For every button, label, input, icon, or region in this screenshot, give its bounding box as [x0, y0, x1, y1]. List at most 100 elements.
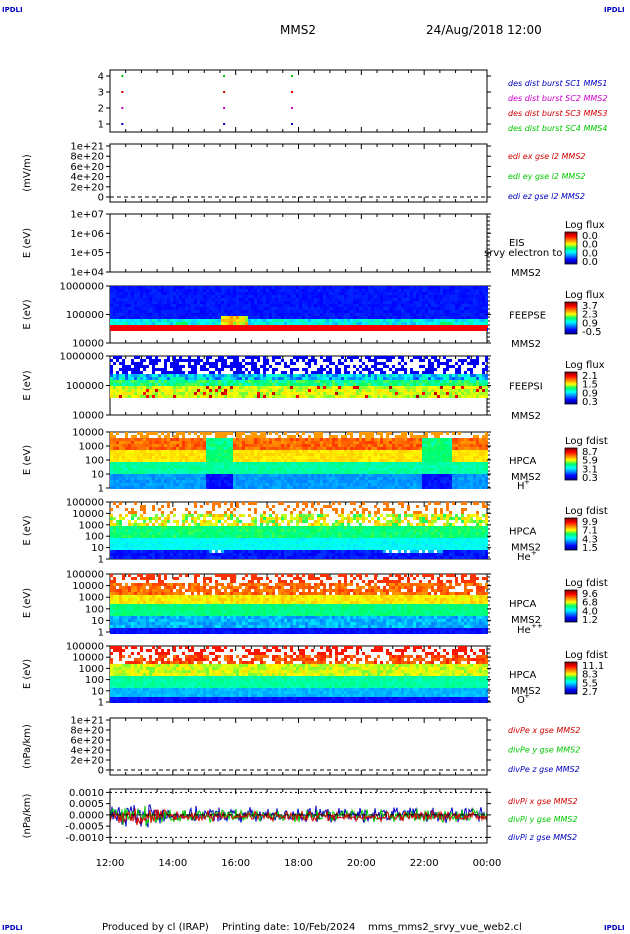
y-tick-label: 1 [98, 555, 104, 566]
heatmap-cells-7 [110, 574, 488, 634]
legend-entry: divPi z gse MMS2 [508, 833, 577, 842]
y-tick-label: 10000 [72, 428, 104, 439]
instrument-label: HPCA [509, 527, 537, 538]
y-tick-label: 10 [91, 470, 104, 481]
spacecraft-label: MMS2 [511, 339, 541, 350]
species-charge: ++ [531, 622, 543, 630]
date-title: 24/Aug/2018 12:00 [426, 23, 542, 37]
colorbar-tick-label: 4.0 [582, 606, 598, 617]
time-axis: 12:00 14:00 16:00 18:00 20:00 22:00 00:00 [96, 858, 502, 869]
colorbar [564, 589, 578, 623]
panel-frame [109, 717, 488, 776]
y-tick-label: 0.0000 [69, 810, 104, 821]
heatmap-cells-4 [110, 356, 488, 398]
colorbar-title: Log flux [565, 290, 605, 301]
instrument-label: FEEPSI [509, 382, 543, 393]
x-tick-label: 18:00 [284, 858, 313, 869]
colorbar-tick-label: 0.9 [582, 388, 598, 399]
colorbar-title: Log fdist [565, 650, 608, 661]
colorbar-title: Log flux [565, 360, 605, 371]
burst-marker [290, 107, 293, 109]
hot-band [110, 326, 487, 331]
species-charge: + [524, 478, 530, 486]
colorbar-tick-label: 5.9 [582, 456, 598, 467]
burst-marker [290, 91, 293, 93]
y-tick-label: 1e+07 [70, 210, 104, 221]
colorbar-tick-label: -0.5 [582, 327, 602, 338]
x-tick-label: 22:00 [410, 858, 439, 869]
instrument-label: EIS [509, 238, 525, 249]
y-tick-label: 100000 [66, 498, 104, 509]
colorbar-tick-label: 1.2 [582, 615, 598, 626]
y-tick-label: 100000 [66, 642, 104, 653]
species-charge: + [524, 692, 530, 700]
y-tick-label: 0 [98, 766, 104, 777]
y-tick-label: 1 [98, 120, 104, 131]
burst-marker [121, 107, 124, 109]
colorbar [564, 517, 578, 551]
instrument-label: HPCA [509, 456, 537, 467]
y-tick-label: 6e+20 [70, 162, 104, 173]
spacecraft-label: MMS2 [511, 268, 541, 279]
panel-9: (nPa/km) divPe x gse MMS2 divPe y gse MMS2… [22, 717, 580, 776]
y-tick-label: 10 [91, 616, 104, 627]
y-tick-label: 8e+20 [70, 152, 104, 163]
colorbar-title: Log fdist [565, 578, 608, 589]
y-tick-label: 1e+04 [70, 268, 104, 279]
colorbar [564, 301, 578, 335]
y-tick-label: 1000 [79, 593, 104, 604]
y-axis-label: (mV/m) [22, 154, 33, 192]
burst-marker [290, 75, 293, 77]
y-tick-label: 10000 [72, 581, 104, 592]
colorbar-tick-label: 0.9 [582, 318, 598, 329]
y-axis-label: E (eV) [22, 659, 33, 689]
y-tick-label: -0.0005 [65, 822, 104, 833]
colorbar-tick-label: 9.9 [582, 517, 598, 528]
y-tick-label: 100 [85, 532, 104, 543]
legend-entry: edi ex gse l2 MMS2 [508, 152, 586, 161]
y-tick-label: 6e+20 [70, 736, 104, 747]
y-tick-label: 1000000 [59, 352, 104, 363]
y-tick-label: 100 [85, 604, 104, 615]
y-tick-label: 100 [85, 675, 104, 686]
y-tick-label: 1000 [79, 442, 104, 453]
burst-marker [223, 91, 226, 93]
burst-marker [223, 107, 226, 109]
y-axis-label: E (eV) [22, 299, 33, 329]
panel-0: des dist burst SC1 MMS1 des dist burst SC… [109, 69, 607, 133]
species-label: O [517, 695, 525, 706]
legend-entry: divPe z gse MMS2 [508, 765, 580, 774]
colorbar-tick-label: 7.1 [582, 526, 598, 537]
heatmap-cells-3 [110, 286, 488, 331]
y-axis-label: E (eV) [22, 228, 33, 258]
colorbar-tick-label: 9.6 [582, 589, 598, 600]
species-charge: + [531, 549, 537, 557]
y-axis-label: E (eV) [22, 588, 33, 618]
legend-entry: divPe y gse MMS2 [508, 746, 580, 755]
colorbar-tick-label: 1.5 [582, 543, 598, 554]
legend-entry: divPi x gse MMS2 [508, 797, 578, 806]
spacecraft-label: MMS2 [511, 411, 541, 422]
colorbar-tick-label: 5.5 [582, 678, 598, 689]
panel-frame [109, 69, 488, 133]
heatmap-cells-8 [110, 646, 488, 703]
y-tick-label: 4e+20 [70, 172, 104, 183]
legend-entry: des dist burst SC1 MMS1 [508, 79, 607, 88]
y-tick-label: 0 [98, 193, 104, 204]
instrument-label: HPCA [509, 599, 537, 610]
corner-label-top-right: IPDLI [604, 6, 625, 14]
y-tick-label: 10 [91, 543, 104, 554]
panel-frame [109, 143, 488, 203]
y-tick-label: 1 [98, 628, 104, 639]
y-tick-label: 10000 [72, 411, 104, 422]
colorbar-tick-label: 2.1 [582, 371, 598, 382]
panel-1: (mV/m) edi ex gse l2 MMS2 edi ey gse l2 MM… [22, 143, 586, 203]
legend-entry: des dist burst SC3 MMS3 [508, 109, 607, 118]
y-tick-label: 10000 [72, 339, 104, 350]
instrument-label: HPCA [509, 670, 537, 681]
